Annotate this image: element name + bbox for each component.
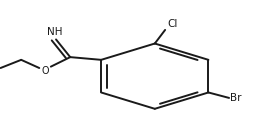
Text: Br: Br bbox=[230, 93, 242, 103]
Text: Cl: Cl bbox=[168, 18, 178, 29]
Text: O: O bbox=[42, 66, 50, 76]
Text: NH: NH bbox=[47, 27, 62, 37]
